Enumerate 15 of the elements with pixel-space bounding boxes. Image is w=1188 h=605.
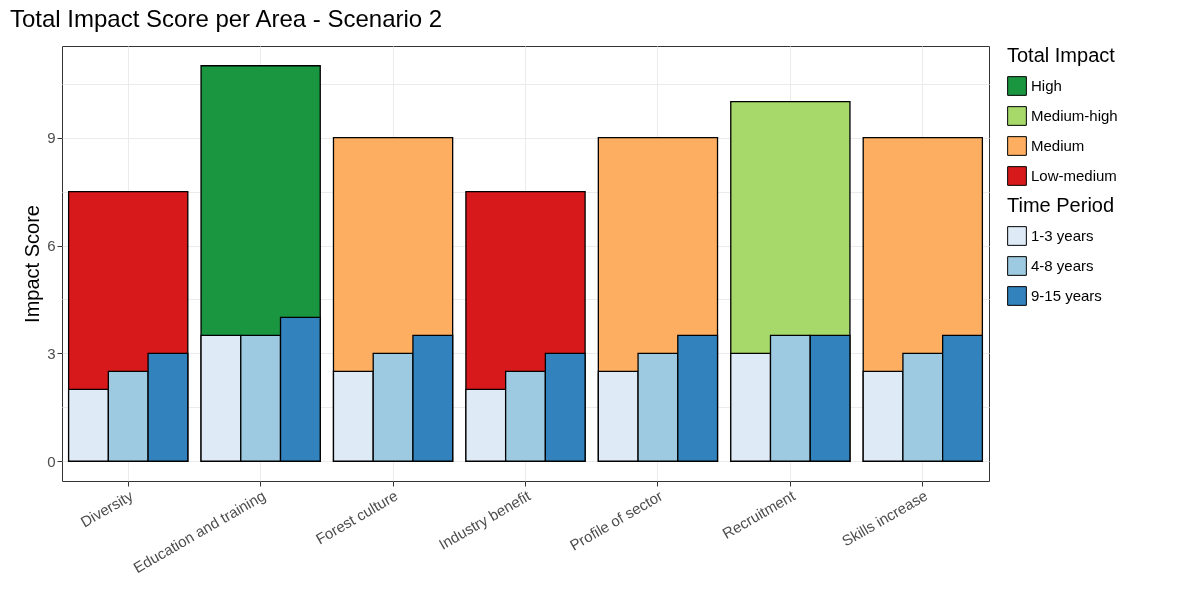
legend-label: 4-8 years — [1031, 257, 1094, 274]
y-tick-label: 3 — [47, 344, 56, 362]
legend-label: High — [1031, 77, 1062, 94]
text: Total Impact — [1007, 44, 1115, 66]
y-tick-label: 6 — [47, 237, 56, 255]
legend-label: Low-medium — [1031, 167, 1117, 184]
chart-title: Total Impact Score per Area - Scenario 2 — [10, 5, 443, 32]
y-tick-label: 9 — [47, 129, 56, 147]
y-tick-label: 0 — [47, 452, 56, 470]
legend-label: Medium — [1031, 137, 1085, 154]
legend-label: 9-15 years — [1031, 287, 1102, 304]
legend-label: Medium-high — [1031, 107, 1118, 124]
text: Time Period — [1007, 194, 1115, 216]
y-axis-title: Impact Score — [21, 205, 44, 323]
legend-label: 1-3 years — [1031, 227, 1094, 244]
